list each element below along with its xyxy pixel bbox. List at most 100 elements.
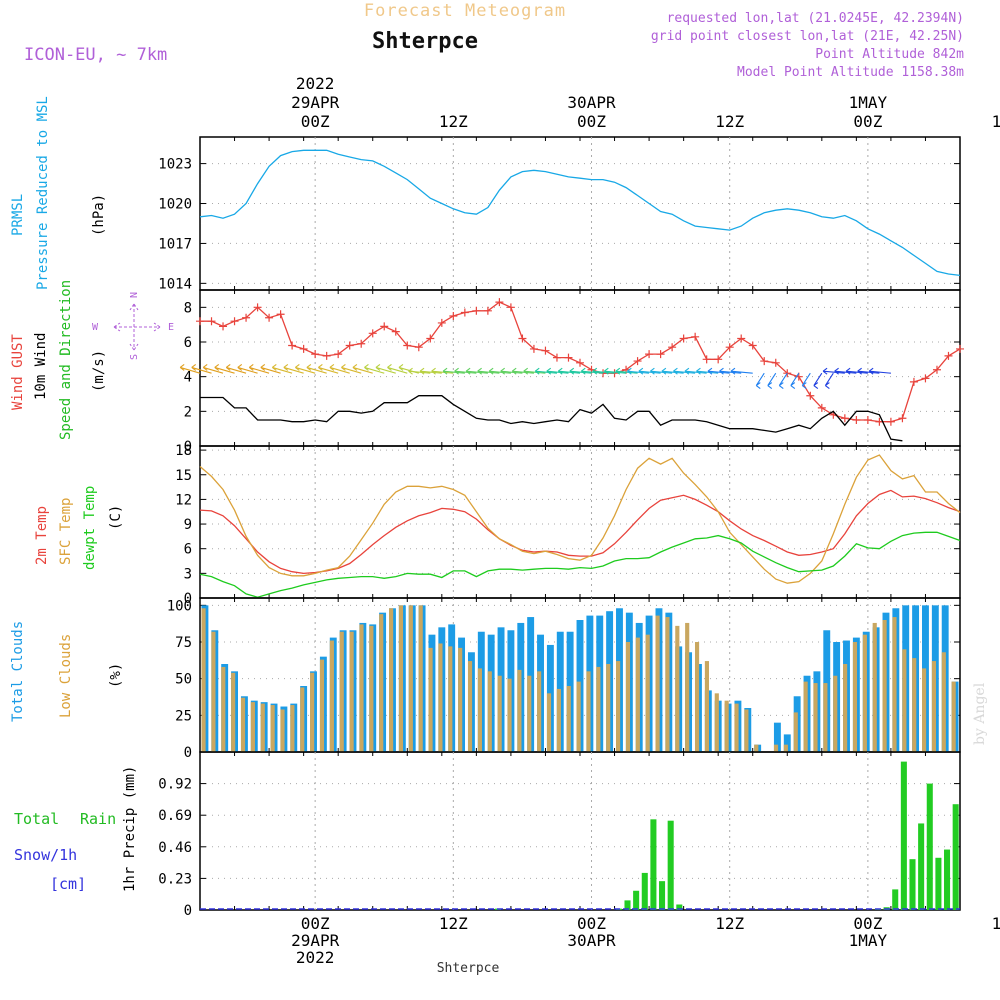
low-clouds-bar [882,620,887,752]
y-tick-label: 0.92 [158,777,192,793]
gust-marker [564,353,573,362]
y-tick-label: 8 [184,300,192,316]
y-tick-label: 0 [184,745,192,761]
precip-rain-label: Rain [80,810,116,828]
low-clouds-bar [635,637,640,752]
gust-marker [737,334,746,343]
compass-east: E [168,322,174,333]
gust-marker [253,303,262,312]
wind-direction-arrow [778,372,788,389]
gust-marker [679,334,688,343]
low-clouds-bar [369,625,374,752]
temp-sfc-label: SFC Temp [58,498,74,565]
10m-wind-line [200,395,903,442]
rain-bar [944,849,951,910]
low-clouds-bar [645,634,650,752]
panel-frame [199,751,961,911]
wind-direction-arrow [673,367,696,375]
gust-marker [219,322,228,331]
total-clouds-bar [773,722,781,752]
wind-direction-arrow [500,367,523,375]
rain-bar [633,890,640,910]
low-clouds-bar [467,661,473,752]
low-clouds-bar [359,624,364,752]
low-clouds-bar [951,681,956,752]
low-clouds-bar [813,683,818,752]
low-clouds-bar [793,712,798,752]
total-clouds-label: Total Clouds [10,621,26,722]
compass-north: N [129,292,140,298]
wind-direction-arrow [248,364,270,374]
low-clouds-bar [773,744,779,752]
wind-dir-label: Speed and Direction [58,280,74,440]
low-clouds-bar [852,642,858,752]
low-clouds-bar [922,668,927,752]
gust-marker [518,334,527,343]
watermark: by Angel [972,682,988,745]
wind-direction-arrow [306,364,327,374]
panel-3: 0 25 50 75 100 [167,597,961,761]
wind-direction-arrow [431,367,454,375]
wind-direction-arrow [845,367,868,375]
bottom-time-label: 00Z [577,914,606,933]
low-clouds-bar [803,681,808,752]
low-clouds-bar [428,647,433,752]
top-time-label: 12Z [992,112,1000,131]
precip-axis-label: 1hr Precip (mm) [122,766,138,892]
gust-marker [265,313,274,322]
panel-1: 0 2 4 6 8 [179,289,964,455]
wind-direction-arrow [341,364,362,374]
bottom-time-label: 1MAY [849,931,888,950]
y-tick-label: 2 [184,404,192,420]
y-tick-label: 3 [184,566,192,582]
bottom-time-label: 00Z [853,914,882,933]
y-tick-label: 0 [184,591,192,607]
low-clouds-bar [211,631,216,752]
gust-marker [541,346,550,355]
low-clouds-bar [931,661,937,752]
gust-marker [437,318,446,327]
wind-direction-arrow [202,364,224,374]
low-clouds-bar [537,671,542,752]
low-clouds-bar [260,703,265,752]
wind-direction-arrow [615,367,638,375]
y-tick-label: 1023 [158,157,192,173]
gust-marker [506,303,515,312]
y-tick-label: 1014 [158,276,192,292]
low-clouds-bar [833,675,838,752]
low-clouds-bar [675,625,680,752]
wind-direction-arrow [650,367,673,375]
panel-frame [199,289,961,447]
gust-marker [886,417,895,426]
gust-marker [311,350,320,359]
gust-marker [299,344,308,353]
gust-marker [345,341,354,350]
bottom-time-label: 12Z [715,914,744,933]
bottom-time-label: 30APR [567,931,616,950]
wind-direction-arrow [454,367,477,375]
wind-direction-arrow [442,367,465,375]
wind-direction-arrow [534,367,558,375]
top-time-label: 1MAY [849,93,888,112]
gust-marker [288,341,297,350]
gust-marker [852,416,861,424]
wind-direction-arrow [868,367,891,375]
low-clouds-bar [527,675,532,752]
wind-direction-arrow [684,367,707,375]
wind-direction-arrow [857,367,880,375]
y-tick-label: 1020 [158,197,192,213]
gust-marker [783,369,792,378]
gust-marker [748,341,757,350]
top-time-label: 00Z [577,112,606,131]
y-tick-label: 4 [184,370,192,386]
low-clouds-bar [290,705,295,752]
wind-direction-arrow [260,364,281,374]
wind-direction-arrow [283,364,304,374]
gust-marker [806,391,815,400]
low-clouds-bar [438,643,443,752]
requested-coords: requested lon,lat (21.0245E, 42.2394N) [667,11,964,26]
low-clouds-bar [546,693,552,752]
gust-marker [380,322,389,331]
low-clouds-bar [566,686,571,752]
